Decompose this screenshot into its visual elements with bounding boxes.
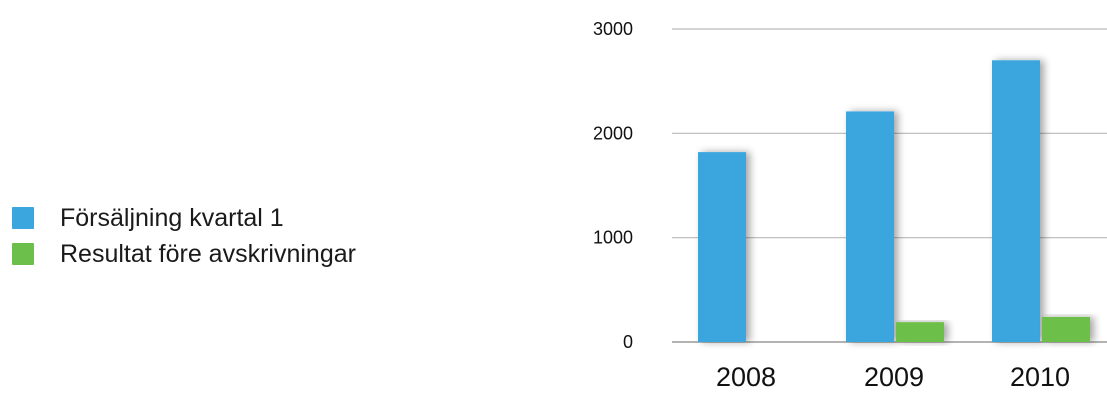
legend-label-series-2: Resultat före avskrivningar [60, 239, 356, 268]
y-axis-ticks: 0 1000 2000 3000 [593, 19, 633, 352]
bar-2008-series-1 [698, 152, 746, 342]
legend: Försäljning kvartal 1 Resultat före avsk… [12, 200, 356, 272]
x-category-label-2009: 2009 [864, 362, 924, 392]
legend-swatch-series-2 [12, 243, 34, 265]
x-category-label-2010: 2010 [1010, 362, 1070, 392]
bar-2010-series-1 [992, 60, 1040, 343]
legend-item-series-1: Försäljning kvartal 1 [12, 200, 356, 236]
x-category-label-2008: 2008 [716, 362, 776, 392]
y-tick-label-0: 0 [623, 332, 633, 352]
bar-2009-series-2 [896, 322, 944, 342]
x-axis-categories: 2008 2009 2010 [716, 362, 1070, 392]
legend-item-series-2: Resultat före avskrivningar [12, 236, 356, 272]
y-tick-label-2000: 2000 [593, 123, 633, 143]
bar-2009-series-1 [846, 111, 894, 342]
legend-label-series-1: Försäljning kvartal 1 [60, 203, 284, 232]
bar-2010-series-2 [1042, 316, 1090, 342]
bars [698, 60, 1090, 343]
y-tick-label-3000: 3000 [593, 19, 633, 39]
y-tick-label-1000: 1000 [593, 228, 633, 248]
legend-swatch-series-1 [12, 207, 34, 229]
